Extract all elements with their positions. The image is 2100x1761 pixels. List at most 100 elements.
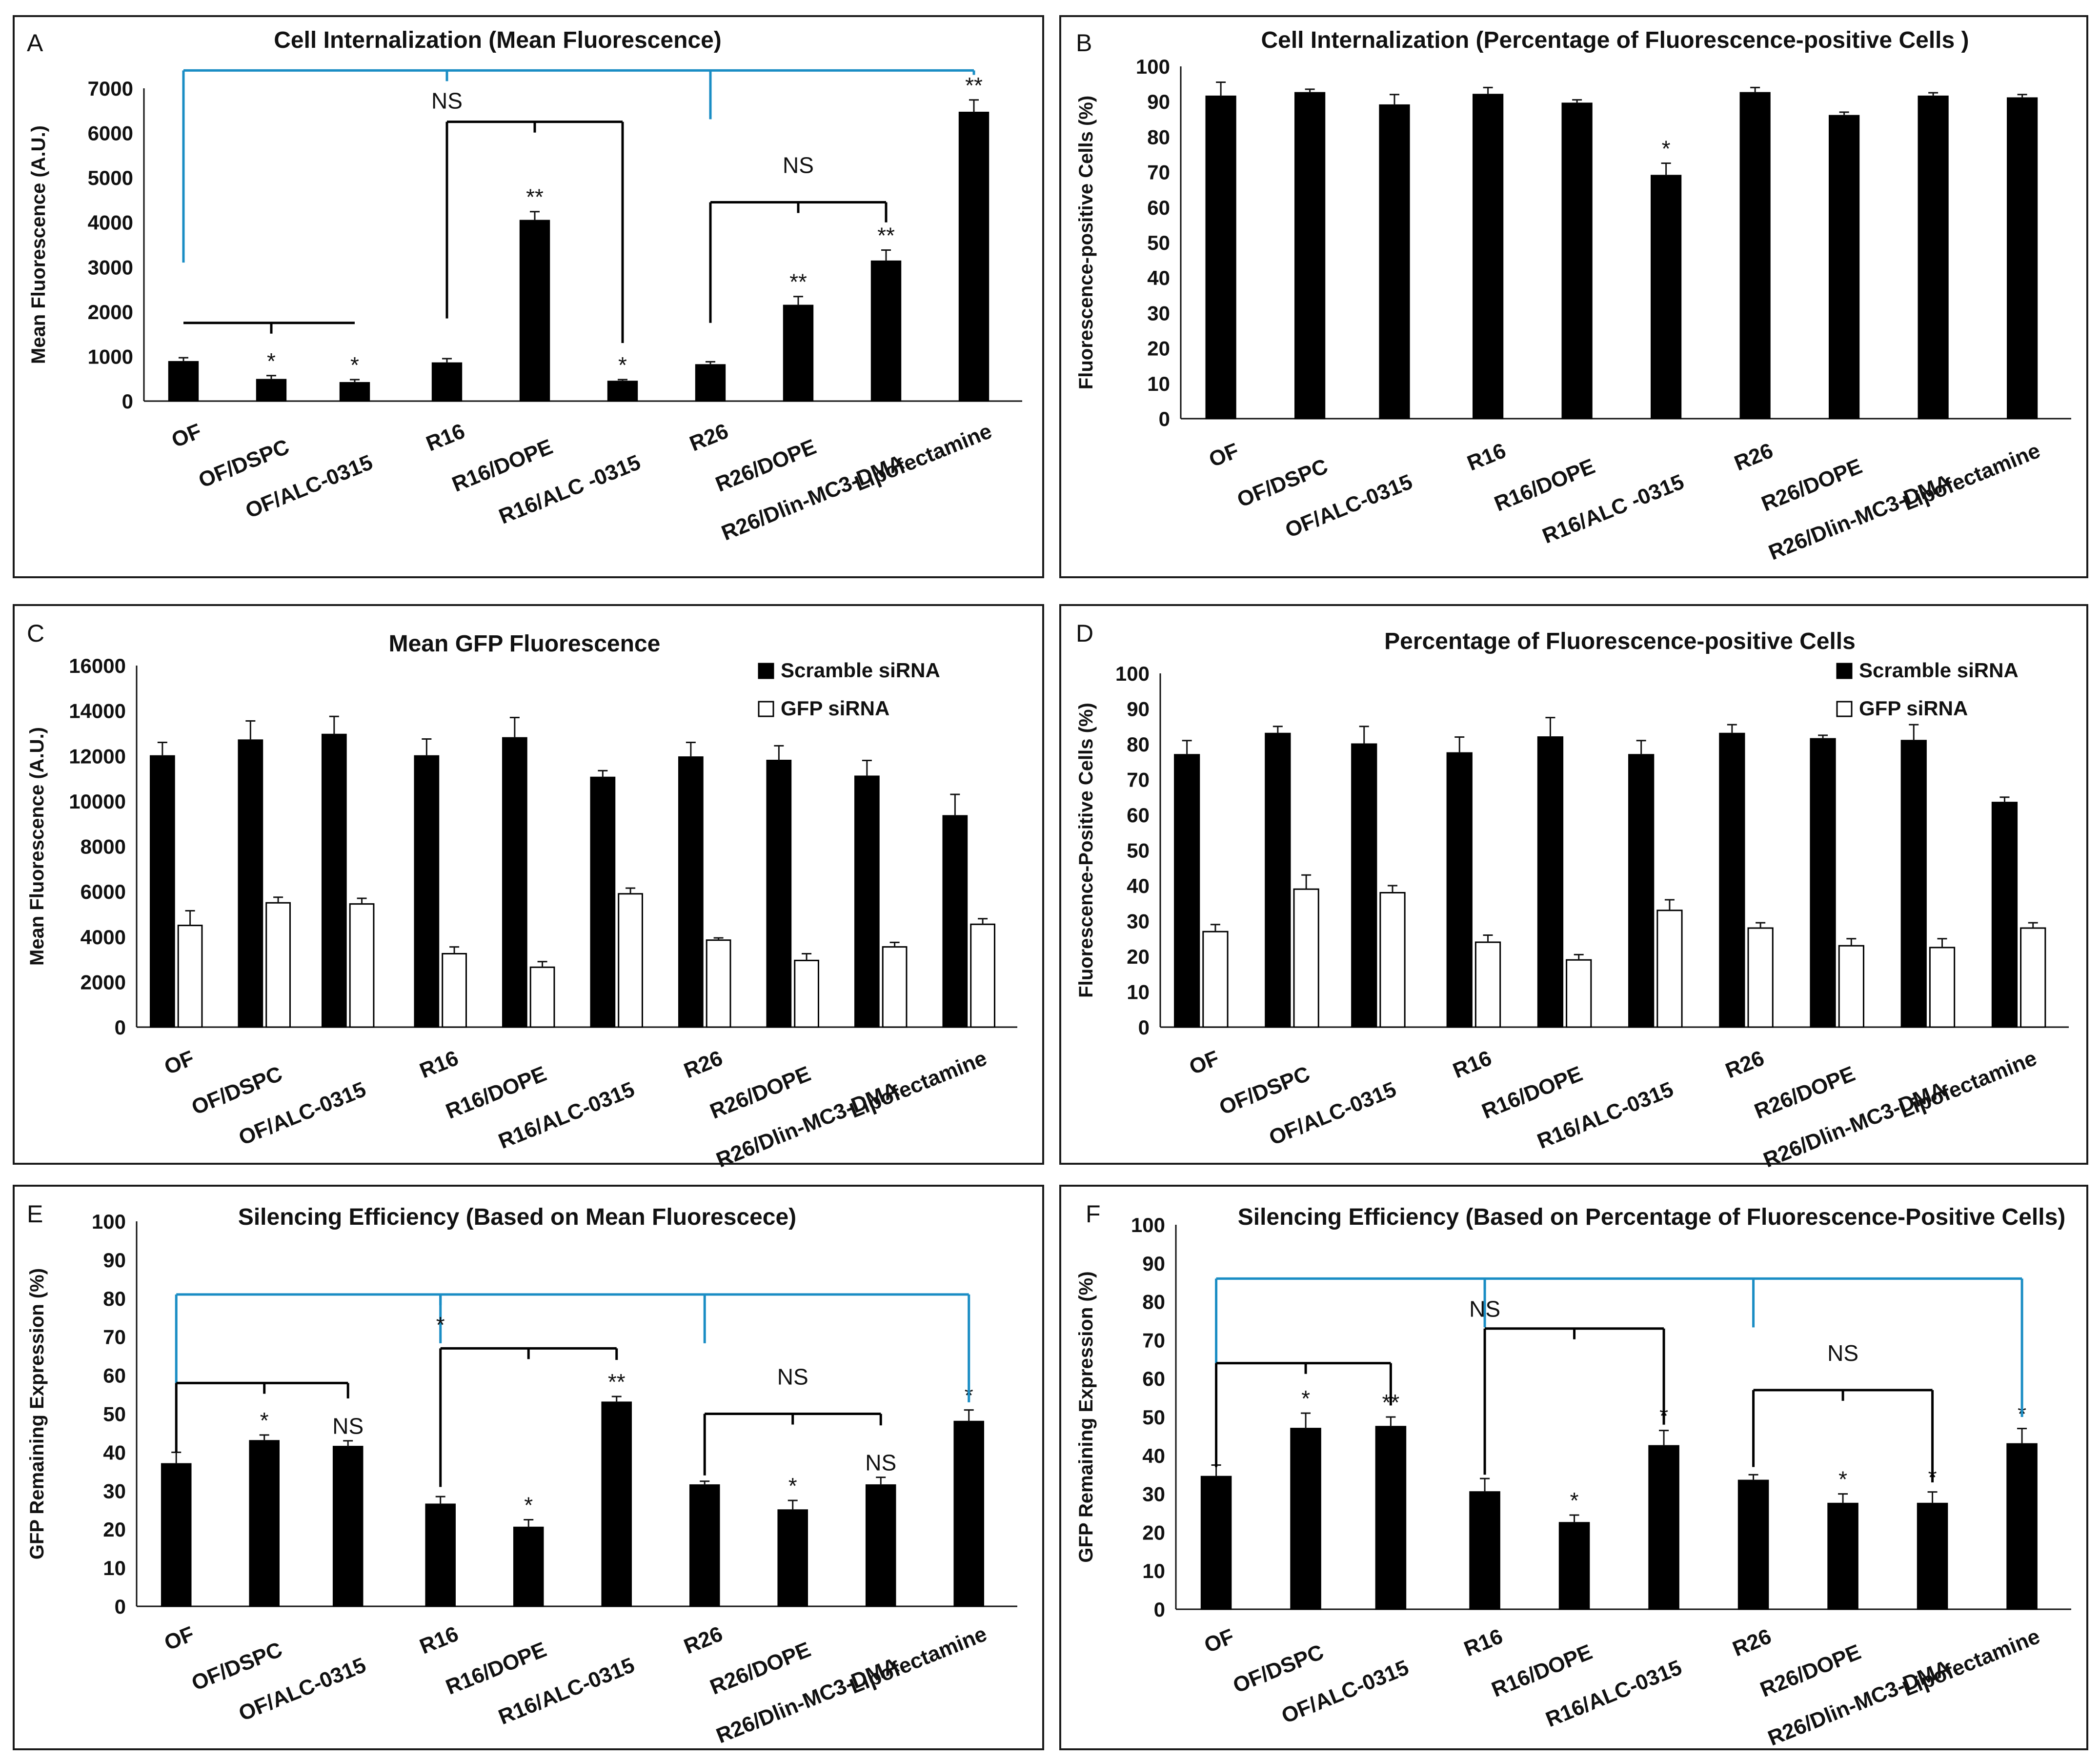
y-tick-label: 2000 (81, 971, 126, 993)
y-tick-label: 30 (1142, 1483, 1165, 1506)
y-tick-label: 50 (1142, 1406, 1165, 1429)
y-tick-label: 60 (1142, 1367, 1165, 1390)
panel-e: E Silencing Efficiency (Based on Mean Flu… (13, 1185, 1044, 1750)
y-axis-label: Fluorescence-Positive Cells (%) (1075, 703, 1097, 998)
bar-gfp-sirna (1293, 888, 1319, 1028)
y-tick-label: 90 (103, 1249, 126, 1272)
panel-letter: A (27, 29, 43, 57)
bar-scramble-sirna (502, 737, 527, 1028)
bar-scramble-sirna (1628, 754, 1655, 1028)
bar (161, 1463, 192, 1607)
y-tick-label: 60 (103, 1364, 126, 1387)
bar (689, 1484, 720, 1607)
legend-swatch (1836, 663, 1853, 679)
y-tick-label: 60 (1147, 196, 1170, 219)
y-tick-label: 30 (1127, 910, 1150, 933)
bar (1379, 104, 1410, 420)
legend-label: GFP siRNA (1859, 697, 1968, 720)
y-tick-label: 5000 (88, 166, 133, 189)
bar-scramble-sirna (1174, 754, 1200, 1028)
chart-title: Silencing Efficiency (Based on Mean Fluo… (238, 1204, 796, 1230)
bar-scramble-sirna (414, 755, 440, 1028)
y-tick-label: 80 (1142, 1291, 1165, 1314)
y-tick-label: 50 (1147, 231, 1170, 254)
chart-title: Mean GFP Fluorescence (389, 631, 661, 657)
bar-scramble-sirna (942, 815, 968, 1028)
y-tick-label: 16000 (69, 654, 126, 677)
panel-letter: F (1086, 1200, 1101, 1228)
y-tick-label: 90 (1127, 698, 1150, 721)
y-tick-label: 20 (1127, 945, 1150, 968)
bar (339, 382, 370, 402)
bar (519, 220, 550, 402)
bar (2007, 97, 2038, 420)
significance-label: * (524, 1492, 533, 1518)
y-tick-label: 0 (122, 390, 133, 413)
bar-scramble-sirna (1446, 752, 1473, 1028)
legend-label: Scramble siRNA (1859, 659, 2019, 682)
y-tick-label: 80 (1147, 125, 1170, 148)
y-tick-label: 100 (1136, 55, 1170, 78)
y-tick-label: 6000 (81, 880, 126, 903)
bracket-label: * (436, 1312, 445, 1337)
y-tick-label: 40 (1127, 874, 1150, 897)
y-tick-label: 100 (92, 1210, 126, 1233)
bar (601, 1401, 632, 1607)
significance-label: * (1838, 1467, 1847, 1492)
y-tick-label: 50 (1127, 839, 1150, 862)
bar-gfp-sirna (882, 946, 908, 1028)
y-tick-label: 7000 (88, 77, 133, 100)
y-tick-label: 3000 (88, 256, 133, 279)
bar-gfp-sirna (1474, 941, 1501, 1028)
bar (783, 304, 814, 402)
bar-gfp-sirna (529, 966, 555, 1028)
bar-scramble-sirna (1991, 802, 2018, 1028)
bar (168, 361, 199, 402)
significance-label: ** (789, 269, 807, 295)
bar-gfp-sirna (794, 959, 819, 1028)
significance-label: * (1662, 136, 1671, 162)
bar (1737, 1479, 1769, 1610)
bracket-label: NS (777, 1364, 808, 1390)
legend-swatch (758, 663, 774, 679)
bar-scramble-sirna (149, 755, 175, 1028)
y-axis-label: GFP Remaining Expression (%) (1075, 1271, 1097, 1562)
panel-d: D Percentage of Fluorescence-positive Cel… (1059, 604, 2088, 1173)
significance-label: * (350, 352, 359, 378)
y-tick-label: 40 (1142, 1444, 1165, 1467)
significance-label: NS (332, 1414, 363, 1439)
bar-gfp-sirna (1566, 959, 1592, 1028)
bar (1200, 1476, 1232, 1610)
y-tick-label: 40 (103, 1441, 126, 1464)
bar (1561, 102, 1593, 420)
bracket-label: NS (1827, 1340, 1858, 1366)
y-tick-label: 2000 (88, 301, 133, 324)
chart-title: Silencing Efficiency (Based on Percentag… (1238, 1204, 2066, 1230)
y-tick-label: 0 (1154, 1598, 1165, 1621)
bar (1651, 175, 1682, 420)
bar-gfp-sirna (1838, 945, 1864, 1028)
y-tick-label: 6000 (88, 122, 133, 145)
significance-label: * (1570, 1488, 1579, 1513)
legend-label: Scramble siRNA (781, 659, 940, 682)
bar-gfp-sirna (1747, 927, 1774, 1028)
y-tick-label: 90 (1147, 90, 1170, 113)
bar-gfp-sirna (2020, 927, 2046, 1028)
bar-gfp-sirna (1656, 910, 1683, 1028)
panel-letter: E (27, 1200, 43, 1228)
bar (695, 364, 726, 402)
y-axis-label: GFP Remaining Expression (%) (26, 1268, 48, 1559)
y-tick-label: 4000 (81, 926, 126, 949)
y-tick-label: 10 (1147, 372, 1170, 395)
chart-title: Cell Internalization (Mean Fluorescence) (274, 27, 722, 53)
bar (1558, 1522, 1590, 1610)
bar-scramble-sirna (1351, 743, 1377, 1028)
significance-label: * (267, 348, 276, 374)
bar-gfp-sirna (706, 939, 731, 1028)
bar (958, 111, 989, 402)
bar (1917, 1502, 1948, 1610)
legend-label: GFP siRNA (781, 697, 889, 720)
y-tick-label: 30 (1147, 302, 1170, 324)
significance-label: ** (965, 73, 983, 98)
